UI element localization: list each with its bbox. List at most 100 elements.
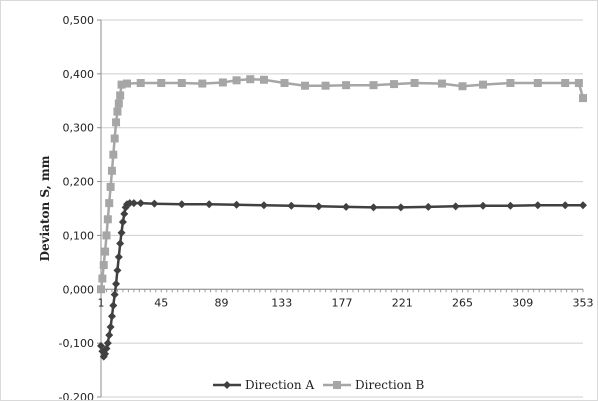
data-point-direction-a (314, 202, 323, 211)
data-point-direction-a (106, 322, 115, 331)
data-point-direction-a (451, 202, 460, 211)
data-point-direction-a (369, 203, 378, 212)
data-point-direction-b (479, 80, 488, 89)
x-tick-label: 353 (573, 296, 594, 309)
data-point-direction-a (479, 201, 488, 210)
data-point-direction-b (98, 274, 107, 283)
y-tick-label: 0,500 (63, 14, 95, 27)
x-tick-label: 265 (452, 296, 473, 309)
y-tick-label: 0,100 (63, 229, 95, 242)
data-point-direction-b (112, 118, 121, 127)
data-point-direction-b (97, 285, 105, 294)
legend-marker-direction-b (333, 381, 341, 389)
data-point-direction-b (218, 78, 227, 87)
data-point-direction-b (102, 231, 111, 240)
data-point-direction-b (259, 75, 268, 84)
data-point-direction-a (424, 202, 433, 211)
x-tick-label: 133 (271, 296, 292, 309)
data-point-direction-b (410, 79, 419, 88)
data-point-direction-a (105, 331, 114, 340)
y-tick-label: 0,200 (63, 176, 95, 189)
x-tick-label: 89 (215, 296, 229, 309)
y-axis-title: Deviaton S, mm (38, 155, 52, 261)
data-point-direction-a (129, 199, 138, 208)
data-point-direction-a (114, 252, 123, 261)
x-tick-label: 309 (512, 296, 533, 309)
data-point-direction-a (116, 239, 125, 248)
data-point-direction-a (342, 202, 351, 211)
data-point-direction-a (150, 199, 159, 208)
data-point-direction-b (458, 82, 467, 91)
y-tick-label: 0,000 (63, 283, 95, 296)
data-point-direction-b (117, 80, 126, 89)
y-tick-label: 0,400 (63, 68, 95, 81)
data-point-direction-a (118, 217, 127, 226)
data-point-direction-a (177, 200, 186, 209)
data-point-direction-a (97, 341, 105, 350)
data-point-direction-a (112, 279, 121, 288)
x-tick-label: 221 (392, 296, 413, 309)
data-point-direction-b (321, 81, 330, 90)
data-point-direction-a (396, 203, 405, 212)
data-point-direction-a (232, 200, 241, 209)
data-point-direction-b (136, 79, 145, 88)
data-point-direction-b (369, 81, 378, 90)
data-point-direction-b (198, 79, 207, 88)
data-point-direction-a (205, 200, 214, 209)
data-point-direction-a (117, 228, 126, 237)
y-tick-label: -0,100 (59, 337, 94, 350)
data-point-direction-a (107, 312, 116, 321)
y-tick-label: 0,300 (63, 122, 95, 135)
data-point-direction-b (123, 79, 132, 88)
data-point-direction-b (109, 150, 118, 159)
x-tick-label: 45 (154, 296, 168, 309)
data-point-direction-b (579, 94, 587, 103)
data-point-direction-b (110, 134, 119, 143)
legend-label-direction-b: Direction B (355, 378, 424, 392)
series-line-direction-a (99, 201, 583, 361)
data-point-direction-b (533, 79, 542, 88)
x-tick-label: 1 (98, 296, 105, 309)
data-point-direction-b (157, 79, 166, 88)
data-point-direction-b (390, 80, 399, 89)
data-point-direction-a (287, 201, 296, 210)
data-point-direction-a (136, 199, 145, 208)
data-point-direction-b (561, 79, 570, 88)
data-point-direction-a (561, 201, 570, 210)
data-point-direction-b (574, 79, 583, 88)
data-point-direction-a (579, 201, 587, 210)
data-point-direction-b (437, 79, 446, 88)
series-line-direction-b (99, 77, 585, 290)
data-point-direction-b (114, 99, 123, 108)
data-point-direction-b (106, 182, 115, 191)
legend-marker-direction-a (223, 381, 231, 389)
data-point-direction-a (113, 266, 122, 275)
data-point-direction-b (506, 79, 515, 88)
legend-label-direction-a: Direction A (245, 378, 314, 392)
data-point-direction-b (113, 107, 122, 116)
data-point-direction-a (109, 301, 118, 310)
y-tick-label: -0,200 (59, 391, 94, 400)
data-point-direction-b (342, 81, 351, 90)
data-point-direction-a (506, 201, 515, 210)
data-point-direction-b (99, 261, 108, 270)
data-point-direction-b (301, 81, 310, 90)
data-point-direction-b (280, 79, 289, 88)
data-point-direction-b (103, 215, 112, 224)
data-point-direction-a (125, 199, 134, 208)
data-point-direction-a (103, 339, 112, 348)
data-point-direction-b (232, 76, 241, 85)
data-point-direction-b (246, 75, 255, 84)
data-point-direction-b (107, 166, 116, 175)
data-point-direction-a (102, 344, 111, 353)
data-point-direction-b (101, 247, 110, 256)
data-point-direction-b (177, 79, 186, 88)
data-point-direction-a (120, 209, 129, 218)
data-point-direction-b (105, 199, 114, 208)
data-point-direction-a (110, 290, 119, 299)
data-point-direction-a (533, 201, 542, 210)
x-tick-label: 177 (332, 296, 353, 309)
data-point-direction-a (259, 201, 268, 210)
